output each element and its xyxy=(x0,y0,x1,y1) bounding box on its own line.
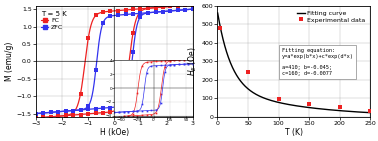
Legend: FC, ZFC: FC, ZFC xyxy=(39,9,68,32)
Experimental data xyxy=(246,72,250,73)
Experimental data xyxy=(218,27,223,29)
Fitting curve xyxy=(330,109,335,111)
Experimental data xyxy=(338,107,342,108)
Fitting curve xyxy=(305,107,310,108)
Fitting curve xyxy=(368,112,373,114)
Fitting curve xyxy=(255,94,259,96)
Line: Experimental data: Experimental data xyxy=(218,26,373,114)
X-axis label: H (kOe): H (kOe) xyxy=(100,128,129,137)
Y-axis label: M (emu/g): M (emu/g) xyxy=(5,42,14,81)
Legend: Fitting curve, Experimental data: Fitting curve, Experimental data xyxy=(295,9,367,25)
Y-axis label: $H_E$ (Oe): $H_E$ (Oe) xyxy=(186,46,199,76)
Experimental data xyxy=(368,111,373,112)
Fitting curve xyxy=(318,108,322,110)
Fitting curve xyxy=(242,85,247,87)
Line: Fitting curve: Fitting curve xyxy=(218,13,370,113)
Fitting curve xyxy=(285,103,289,105)
Fitting curve xyxy=(215,12,220,14)
Experimental data xyxy=(307,103,311,105)
Text: Fitting equation:
y=a*exp(b*x)+c*exp(d*x)

a=410; b=-0.045;
c=160; d=-0.0077: Fitting equation: y=a*exp(b*x)+c*exp(d*x… xyxy=(282,48,353,76)
Experimental data xyxy=(276,99,281,100)
X-axis label: T (K): T (K) xyxy=(285,128,303,137)
